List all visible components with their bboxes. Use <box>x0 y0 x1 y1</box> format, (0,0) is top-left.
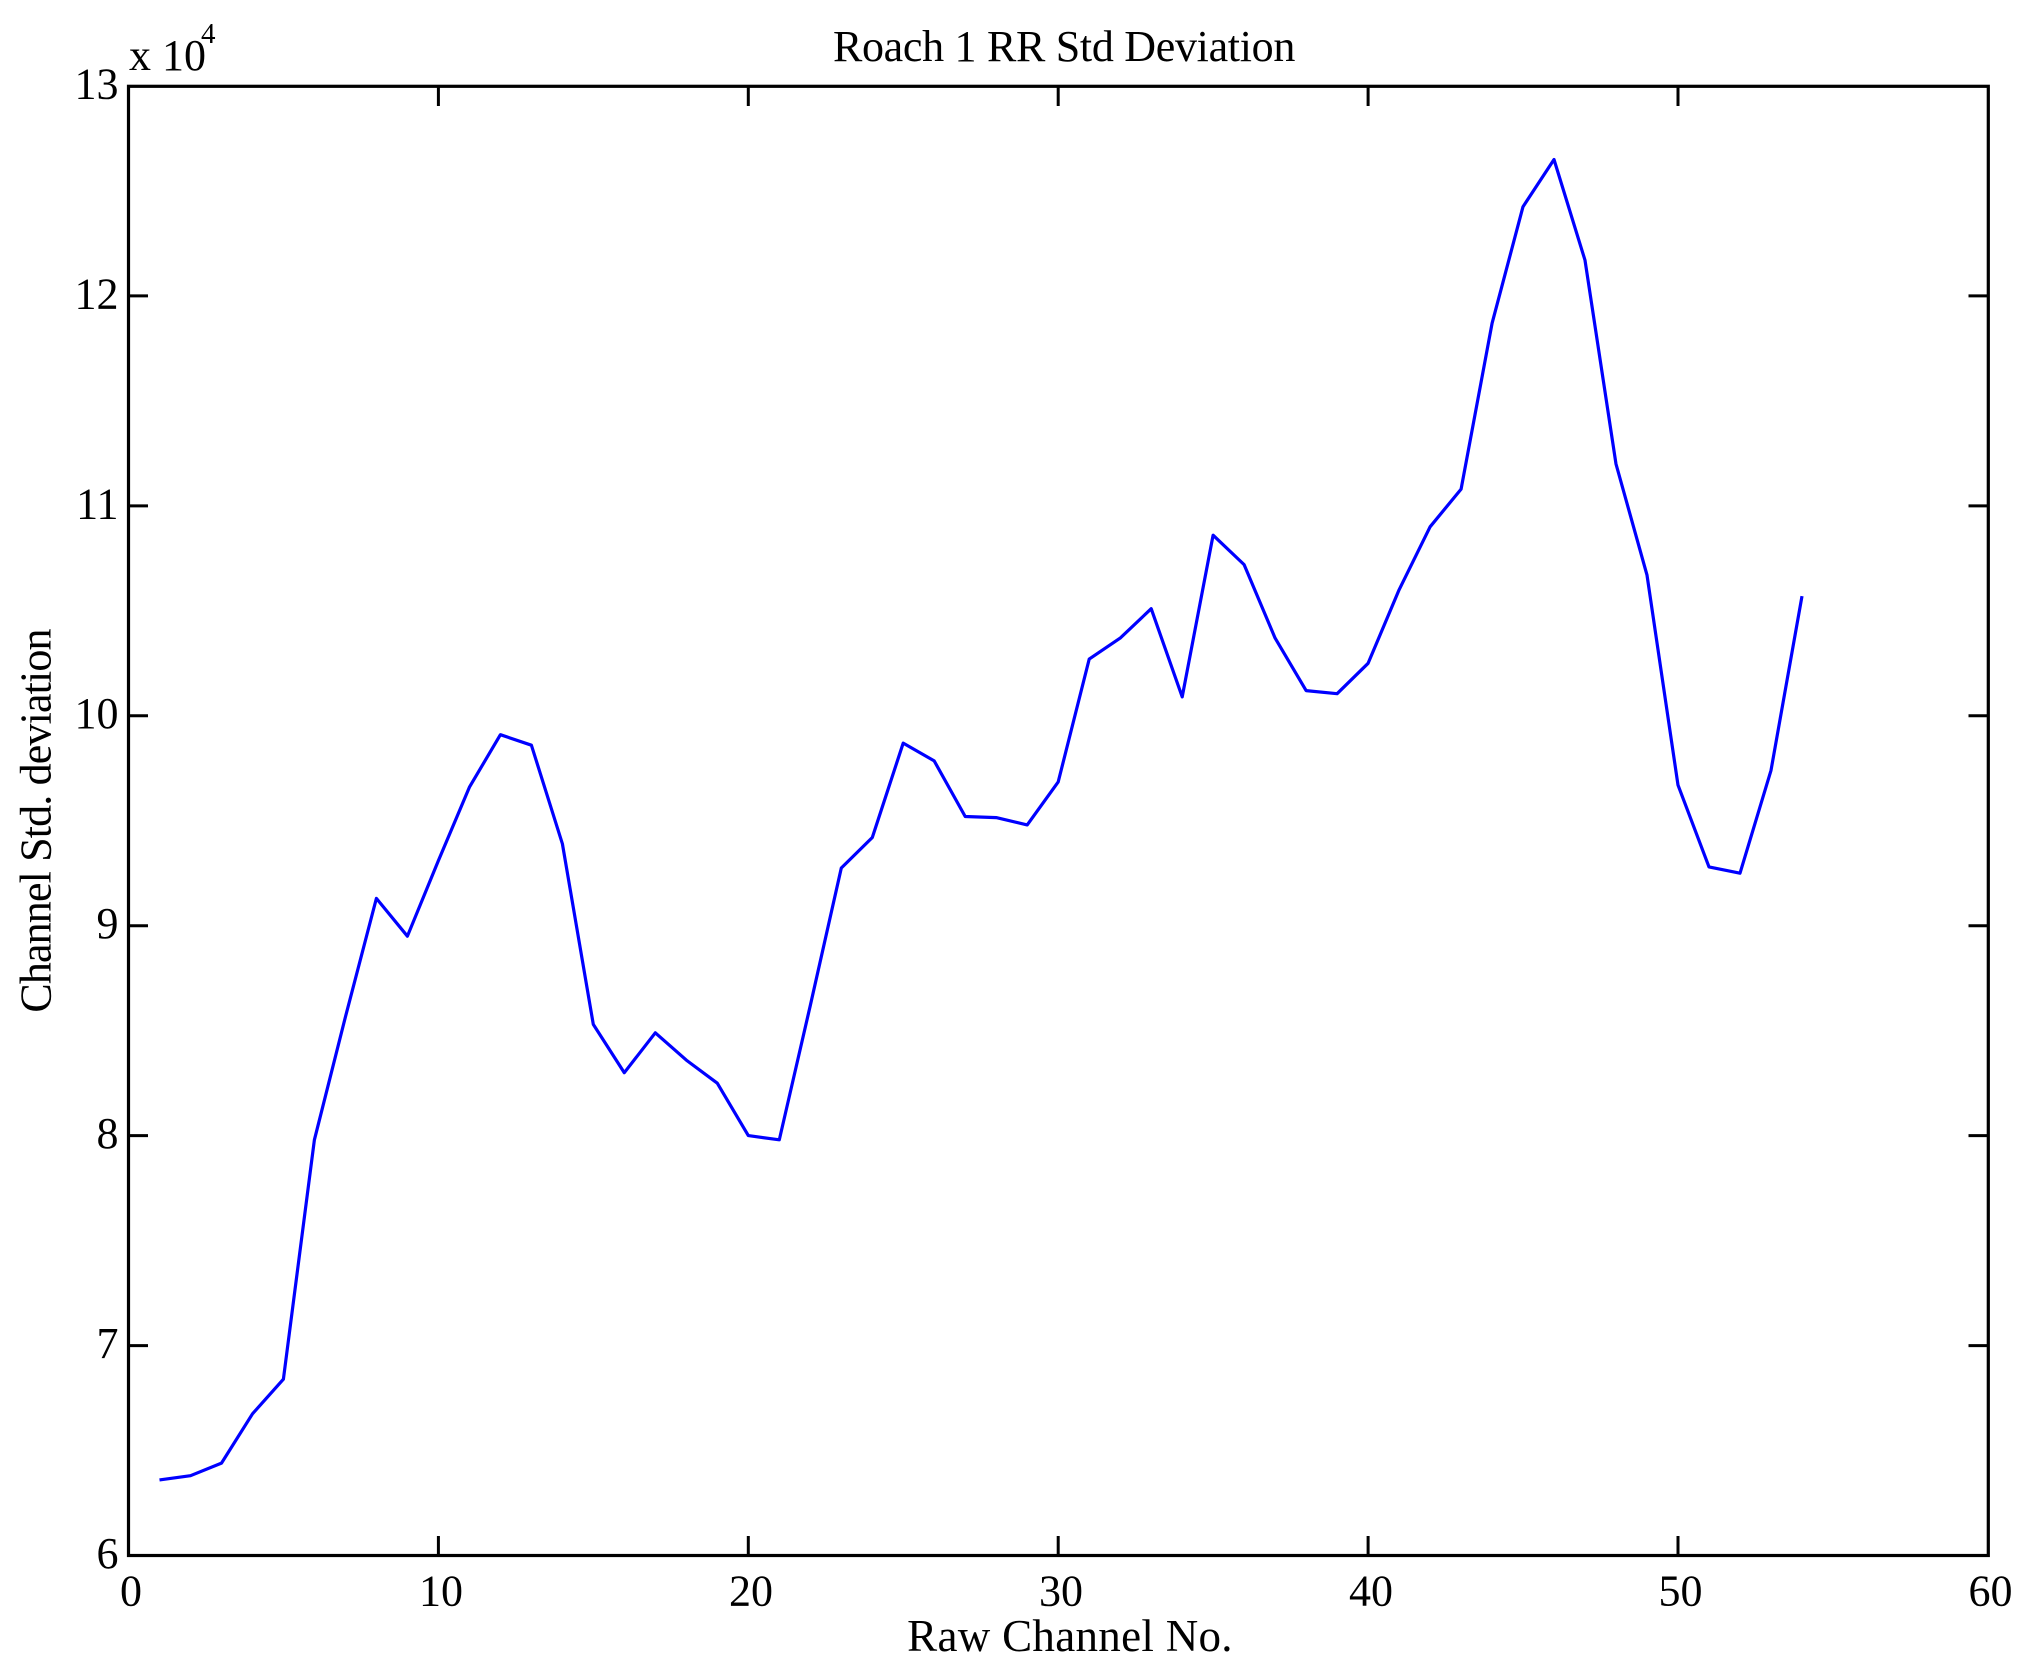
svg-text:40: 40 <box>1349 1567 1393 1616</box>
svg-text:9: 9 <box>97 899 119 948</box>
svg-text:30: 30 <box>1039 1567 1083 1616</box>
svg-text:12: 12 <box>75 269 119 318</box>
svg-text:4: 4 <box>201 18 216 50</box>
svg-text:Raw Channel No.: Raw Channel No. <box>907 1611 1233 1661</box>
svg-text:10: 10 <box>75 689 119 738</box>
svg-text:x 10: x 10 <box>129 31 206 80</box>
svg-text:Channel Std. deviation: Channel Std. deviation <box>12 628 61 1012</box>
svg-text:13: 13 <box>75 59 119 108</box>
svg-text:50: 50 <box>1659 1567 1703 1616</box>
svg-text:20: 20 <box>729 1567 773 1616</box>
svg-text:8: 8 <box>97 1109 119 1158</box>
svg-text:11: 11 <box>76 479 118 528</box>
svg-text:0: 0 <box>120 1567 142 1616</box>
svg-text:10: 10 <box>419 1567 463 1616</box>
svg-text:6: 6 <box>97 1529 119 1578</box>
svg-text:60: 60 <box>1969 1567 2013 1616</box>
svg-text:Roach 1 RR Std Deviation: Roach 1 RR Std Deviation <box>833 22 1295 71</box>
svg-text:7: 7 <box>97 1319 119 1368</box>
